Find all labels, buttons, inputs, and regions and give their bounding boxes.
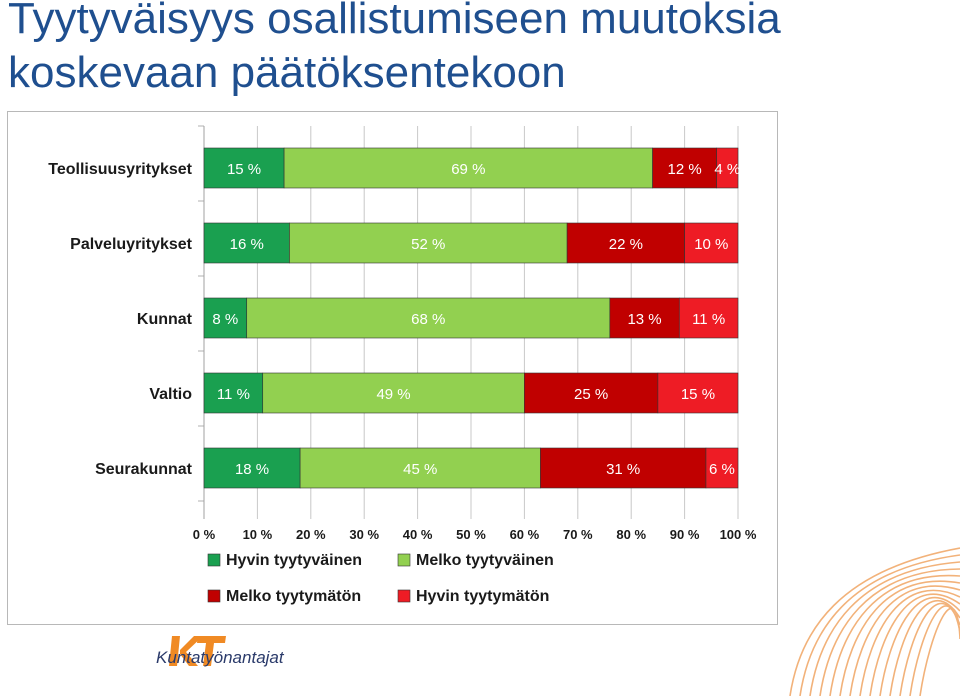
x-tick-label: 10 % [243,527,273,542]
data-label: 22 % [609,236,643,253]
x-tick-label: 20 % [296,527,326,542]
bar-segment [652,147,717,189]
swoosh-line [839,580,960,696]
category-label: Palveluyritykset [70,236,193,253]
bar-segment [540,447,707,489]
swoosh-line [809,561,960,696]
slide-title-line-1: Tyytyväisyys osallistumiseen muutoksia [8,0,781,43]
data-label: 68 % [411,311,445,328]
data-label: 25 % [574,386,608,403]
bar-segment [678,297,739,339]
data-label: 6 % [709,461,735,478]
legend-label: Melko tyytymätön [226,588,361,605]
bar-segment [203,372,264,414]
x-tick-label: 60 % [510,527,540,542]
legend-label: Hyvin tyytyväinen [226,552,362,569]
legend-swatch [397,589,411,603]
data-label: 10 % [694,236,728,253]
x-tick-label: 100 % [720,527,757,542]
decorative-swoosh-icon [789,547,960,696]
x-tick-label: 70 % [563,527,593,542]
category-label: Teollisuusyritykset [48,161,192,178]
swoosh-line [859,589,960,696]
swoosh-line [849,585,960,696]
data-label: 49 % [376,386,410,403]
category-label: Valtio [149,386,192,403]
bar-segment [262,372,525,414]
data-label: 12 % [667,161,701,178]
bar-segment [299,447,541,489]
x-tick-label: 80 % [616,527,646,542]
chart-frame: Teollisuusyritykset 15 % 69 % 12 % 4 % Palvel… [7,111,778,625]
bar-segment [203,447,301,489]
swoosh-line [829,574,960,696]
stacked-bar-chart: Teollisuusyritykset 15 % 69 % 12 % 4 % Palvel… [48,125,757,605]
slide-title-line-2: koskevaan päätöksentekoon [8,48,566,97]
bar-segment [246,297,611,339]
data-label: 13 % [627,311,661,328]
swoosh-line [879,596,960,696]
legend-label: Hyvin tyytymätön [416,588,549,605]
bar-segment [705,447,739,489]
bar-segment [657,372,739,414]
bar-segment [289,222,568,264]
category-label: Kunnat [137,311,193,328]
data-label: 8 % [212,311,238,328]
legend-swatch [207,589,221,603]
swoosh-line [889,600,960,696]
x-tick-label: 0 % [193,527,216,542]
logo-text: Kuntatyönantajat [156,648,284,667]
bar-segment [283,147,653,189]
kt-logo-icon [169,636,226,666]
data-label: 31 % [606,461,640,478]
swoosh-line [789,547,960,696]
bar-segment [524,372,659,414]
bar-segment [716,147,739,189]
slide-title: Tyytyväisyys osallistumiseen muutoksia k… [8,0,948,100]
data-label: 52 % [411,236,445,253]
swoosh-line [869,593,960,696]
x-tick-label: 40 % [403,527,433,542]
swoosh-line [799,554,960,696]
data-label: 4 % [714,161,740,178]
swoosh-line [819,568,960,696]
data-label: 15 % [227,161,261,178]
x-tick-label: 90 % [670,527,700,542]
data-label: 11 % [217,386,250,403]
swoosh-line [909,605,960,696]
legend-label: Melko tyytyväinen [416,552,554,569]
data-label: 69 % [451,161,485,178]
x-tick-label: 30 % [349,527,379,542]
data-label: 16 % [230,236,264,253]
bar-segment [203,222,290,264]
data-label: 45 % [403,461,437,478]
data-label: 15 % [681,386,715,403]
data-label: 11 % [692,311,725,328]
bar-segment [203,297,248,339]
bar-segment [203,147,285,189]
legend-swatch [397,553,411,567]
bar-segment [684,222,739,264]
bar-segment [609,297,680,339]
swoosh-line [919,607,960,696]
data-label: 18 % [235,461,269,478]
legend-swatch [207,553,221,567]
bar-segment [566,222,685,264]
category-label: Seurakunnat [95,461,193,478]
x-tick-label: 50 % [456,527,486,542]
